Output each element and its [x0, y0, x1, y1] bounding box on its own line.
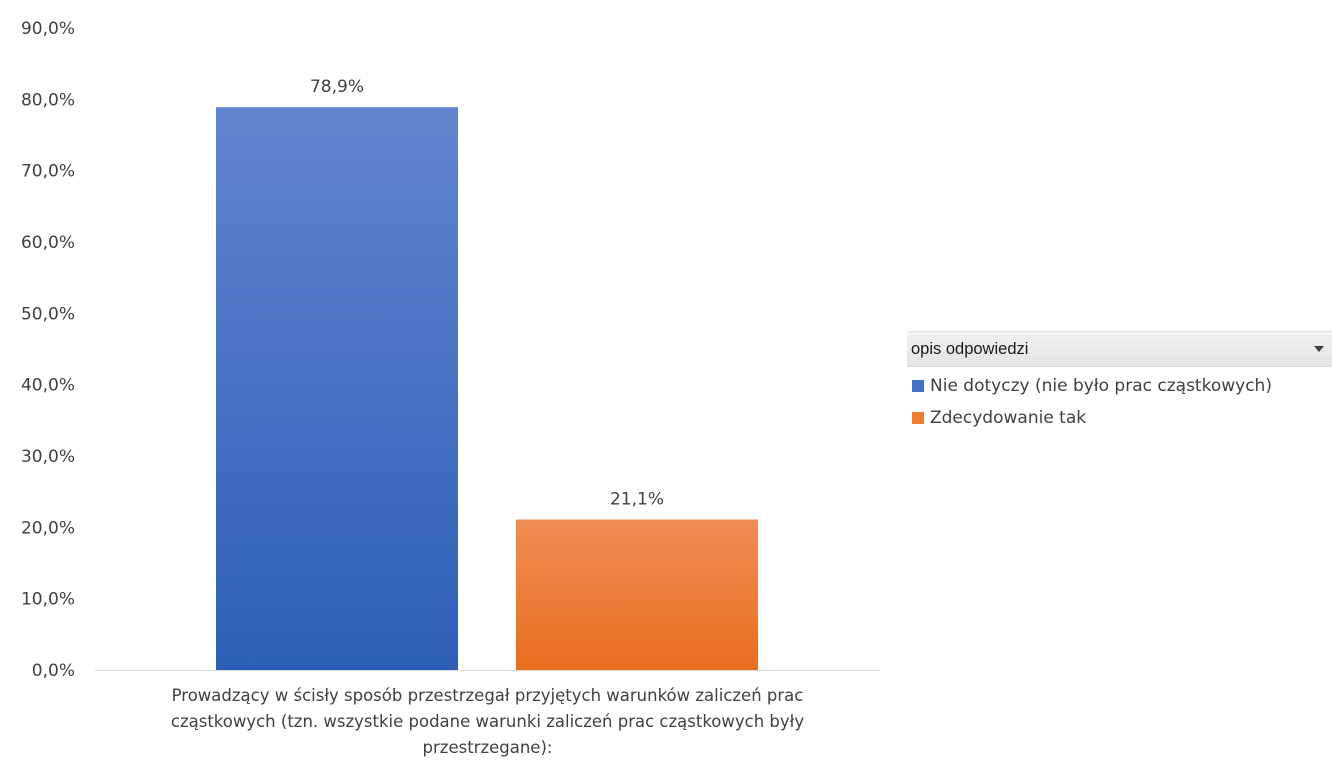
legend: opis odpowiedzi Nie dotyczy (nie było pr… [907, 331, 1332, 431]
category-label-line-1: Prowadzący w ścisły sposób przestrzegał … [171, 686, 804, 705]
y-tick-label: 10,0% [21, 590, 75, 610]
bar-data-label: 78,9% [310, 77, 364, 97]
bar-data-label: 21,1% [610, 489, 664, 509]
y-tick-label: 30,0% [21, 447, 75, 467]
bar-nie-dotyczy [216, 107, 458, 671]
legend-swatch-orange [912, 411, 924, 424]
category-label-line-3: przestrzegane): [422, 738, 553, 757]
legend-item-zdecydowanie-tak[interactable]: Zdecydowanie tak [907, 404, 1332, 431]
category-label-line-2: cząstkowych (tzn. wszystkie podane warun… [170, 712, 805, 731]
data-labels: 78,9% 21,1% [310, 77, 664, 509]
y-axis: 0,0% 10,0% 20,0% 30,0% 40,0% 50,0% 60,0% 70,0% 8… [21, 19, 75, 681]
y-tick-label: 0,0% [32, 661, 75, 681]
legend-title: opis odpowiedzi [911, 339, 1029, 358]
y-tick-label: 20,0% [21, 518, 75, 538]
y-tick-label: 50,0% [21, 304, 75, 324]
legend-swatch-blue [912, 379, 924, 392]
legend-item-label: Zdecydowanie tak [930, 407, 1087, 428]
legend-item-label: Nie dotyczy (nie było prac cząstkowych) [930, 375, 1272, 396]
y-tick-label: 70,0% [21, 162, 75, 182]
y-tick-label: 90,0% [21, 19, 75, 39]
legend-filter-dropdown[interactable]: opis odpowiedzi [907, 331, 1332, 367]
y-tick-label: 60,0% [21, 233, 75, 253]
legend-item-nie-dotyczy[interactable]: Nie dotyczy (nie było prac cząstkowych) [907, 372, 1332, 399]
y-tick-label: 40,0% [21, 376, 75, 396]
chevron-down-icon[interactable] [1314, 346, 1324, 352]
x-axis-category-label: Prowadzący w ścisły sposób przestrzegał … [95, 683, 880, 761]
bar-series [216, 107, 758, 671]
bar-zdecydowanie-tak [516, 519, 758, 670]
y-tick-label: 80,0% [21, 90, 75, 110]
